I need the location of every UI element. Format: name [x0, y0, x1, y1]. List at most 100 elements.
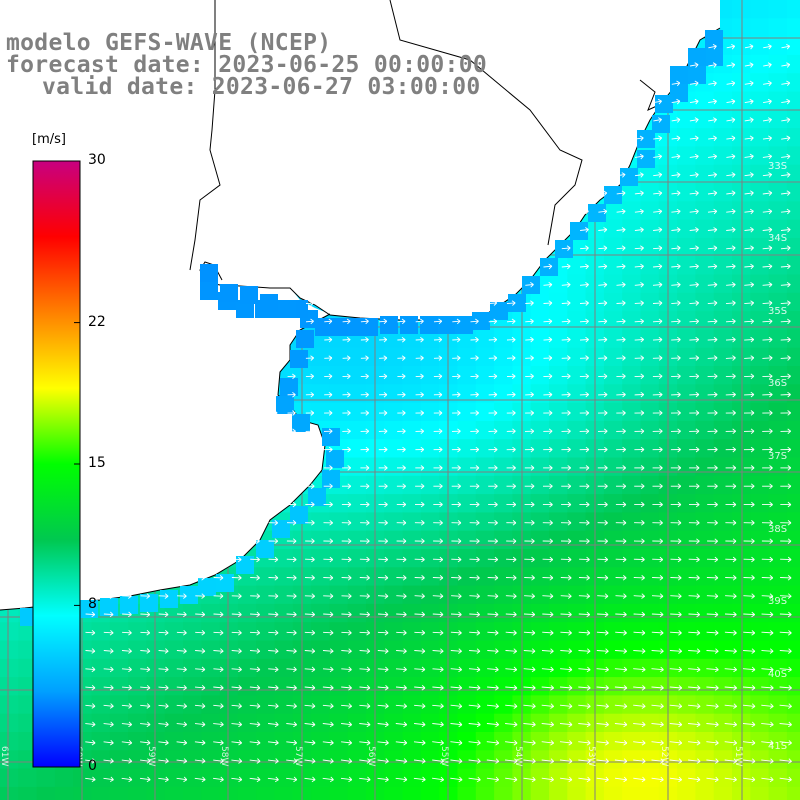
wind-arrow-head: [530, 483, 535, 487]
wind-arrow-head: [769, 595, 774, 599]
wind-arrow-head: [274, 575, 279, 579]
wind-arrow: [415, 483, 425, 489]
wind-arrow-head: [146, 577, 150, 581]
wind-arrow: [652, 556, 664, 563]
wind-arrow: [469, 575, 480, 581]
wind-arrow-head: [182, 540, 187, 544]
speed-cell: [164, 677, 184, 696]
wind-arrow-head: [733, 593, 737, 597]
wind-arrow-head: [274, 483, 278, 487]
wind-arrow-head: [219, 614, 224, 618]
wind-arrow-head: [714, 375, 718, 380]
wind-arrow-head: [201, 485, 205, 489]
wind-arrow-head: [659, 595, 664, 599]
wind-arrow-head: [786, 227, 791, 230]
wind-arrow-shaft: [579, 284, 589, 286]
wind-arrow: [689, 355, 700, 361]
wind-arrow: [726, 62, 736, 68]
wind-arrow-head: [768, 263, 773, 267]
wind-arrow-head: [713, 302, 718, 306]
speed-cell: [109, 695, 129, 715]
wind-arrow-head: [274, 540, 279, 544]
wind-arrow-head: [292, 559, 297, 563]
wind-arrow-head: [366, 538, 370, 542]
wind-arrow-head: [512, 339, 516, 343]
speed-cell: [146, 677, 166, 696]
wind-arrow-head: [787, 465, 792, 469]
wind-arrow-head: [769, 449, 773, 453]
wind-arrow-head: [457, 595, 462, 599]
wind-arrow: [652, 391, 663, 398]
wind-arrow: [761, 538, 773, 544]
wind-arrow-head: [731, 318, 736, 322]
wind-arrow: [561, 300, 571, 306]
wind-arrow-shaft: [707, 247, 717, 250]
wind-arrow-shaft: [452, 302, 461, 304]
wind-arrow-head: [347, 556, 352, 560]
wind-arrow-head: [548, 446, 553, 450]
speed-cell: [713, 256, 733, 276]
speed-cell: [603, 402, 623, 422]
speed-cell: [256, 768, 276, 788]
wind-arrow-shaft: [671, 247, 681, 250]
wind-arrow-head: [494, 614, 499, 618]
wind-arrow-head: [695, 300, 699, 304]
wind-arrow-shaft: [708, 82, 717, 85]
wind-arrow: [324, 373, 333, 380]
speed-cell: [549, 603, 568, 623]
speed-cell: [640, 347, 660, 367]
speed-cell: [91, 768, 111, 788]
wind-arrow: [506, 373, 516, 380]
wind-arrow-head: [567, 265, 571, 270]
wind-arrow-head: [750, 373, 755, 377]
wind-arrow: [195, 556, 205, 563]
wind-arrow-head: [713, 336, 718, 340]
speed-cell: [713, 494, 733, 513]
speed-cell: [311, 347, 330, 367]
wind-arrow: [231, 593, 242, 599]
wind-arrow-head: [732, 247, 736, 251]
wind-arrow: [578, 575, 590, 581]
wind-arrow-head: [567, 410, 571, 414]
speed-cell: [530, 750, 550, 770]
wind-arrow: [342, 318, 351, 325]
wind-arrow-shaft: [506, 302, 516, 304]
wind-arrow-head: [457, 339, 461, 343]
wind-arrow-head: [786, 80, 791, 84]
speed-cell: [0, 786, 19, 800]
wind-arrow-head: [494, 483, 498, 487]
speed-cell: [622, 622, 642, 642]
wind-arrow-head: [182, 483, 187, 487]
wind-arrow-head: [749, 135, 754, 139]
speed-cell: [768, 292, 788, 312]
wind-arrow-head: [787, 284, 791, 288]
wind-arrow-head: [237, 559, 242, 563]
wind-arrow-head: [549, 449, 553, 453]
wind-arrow-head: [714, 449, 718, 453]
wind-arrow-head: [585, 446, 590, 450]
wind-arrow-head: [128, 520, 132, 524]
wind-arrow: [487, 593, 499, 599]
wind-arrow-head: [310, 357, 315, 361]
wind-arrow-shaft: [653, 119, 662, 122]
speed-cell: [420, 768, 440, 788]
wind-arrow: [725, 373, 736, 380]
wind-arrow: [634, 318, 645, 325]
speed-cell: [786, 366, 800, 385]
wind-arrow-head: [456, 320, 461, 325]
wind-arrow-shaft: [598, 210, 607, 213]
speed-cell: [732, 549, 751, 568]
wind-arrow: [616, 428, 626, 435]
wind-arrow-shaft: [762, 265, 773, 268]
wind-arrow-head: [292, 595, 297, 599]
wind-arrow-head: [786, 208, 791, 212]
wind-arrow-head: [769, 446, 773, 450]
speed-cell: [494, 603, 513, 623]
speed-cell: [0, 622, 19, 642]
wind-arrow: [268, 501, 278, 508]
wind-arrow-head: [328, 355, 333, 359]
wind-arrow-shaft: [341, 613, 352, 616]
speed-cell: [329, 713, 349, 733]
wind-arrow-head: [694, 208, 699, 212]
wind-arrow-head: [438, 336, 443, 340]
